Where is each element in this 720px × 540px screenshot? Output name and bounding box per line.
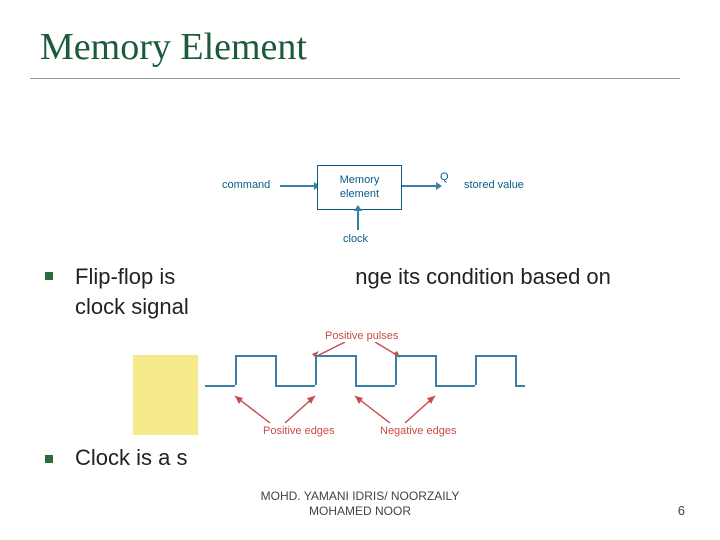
- positive-edge-arrows: [215, 388, 335, 428]
- waveform: [205, 355, 525, 390]
- output-arrow: [402, 185, 437, 187]
- bullet2-text: Clock is a s: [75, 445, 665, 471]
- memory-box: Memory element: [317, 165, 402, 210]
- page-number: 6: [678, 503, 685, 518]
- negative-edges-label: Negative edges: [380, 425, 456, 437]
- bullet2-text-visible: Clock is a s: [75, 445, 190, 471]
- memory-element-diagram: command Memory element Q stored value cl…: [140, 155, 580, 245]
- command-arrow: [280, 185, 315, 187]
- clock-label: clock: [343, 233, 368, 245]
- title-underline: [30, 78, 680, 79]
- command-label: command: [222, 179, 270, 191]
- bullet-icon: [45, 455, 53, 463]
- footer-line1: MOHD. YAMANI IDRIS/ NOORZAILY: [261, 489, 460, 503]
- slide-title: Memory Element: [40, 25, 307, 69]
- memory-box-line1: Memory: [340, 174, 380, 187]
- highlight-marker: [133, 355, 198, 435]
- positive-edges-label: Positive edges: [263, 425, 335, 437]
- bullet-icon: [45, 272, 53, 280]
- positive-pulses-label: Positive pulses: [325, 330, 398, 342]
- footer-line2: MOHAMED NOOR: [309, 504, 411, 518]
- bullet1-text: Flip-flop isnge its condition based on c…: [75, 262, 665, 321]
- memory-box-line2: element: [340, 188, 379, 201]
- clock-arrow: [357, 210, 359, 230]
- footer-author: MOHD. YAMANI IDRIS/ NOORZAILY MOHAMED NO…: [0, 489, 720, 520]
- q-label: Q: [440, 171, 449, 183]
- stored-value-label: stored value: [464, 179, 524, 191]
- clock-waveform-diagram: Positive pulses Positive edges: [195, 330, 535, 450]
- bullet1-text-a: Flip-flop is: [75, 264, 175, 289]
- negative-edge-arrows: [335, 388, 455, 428]
